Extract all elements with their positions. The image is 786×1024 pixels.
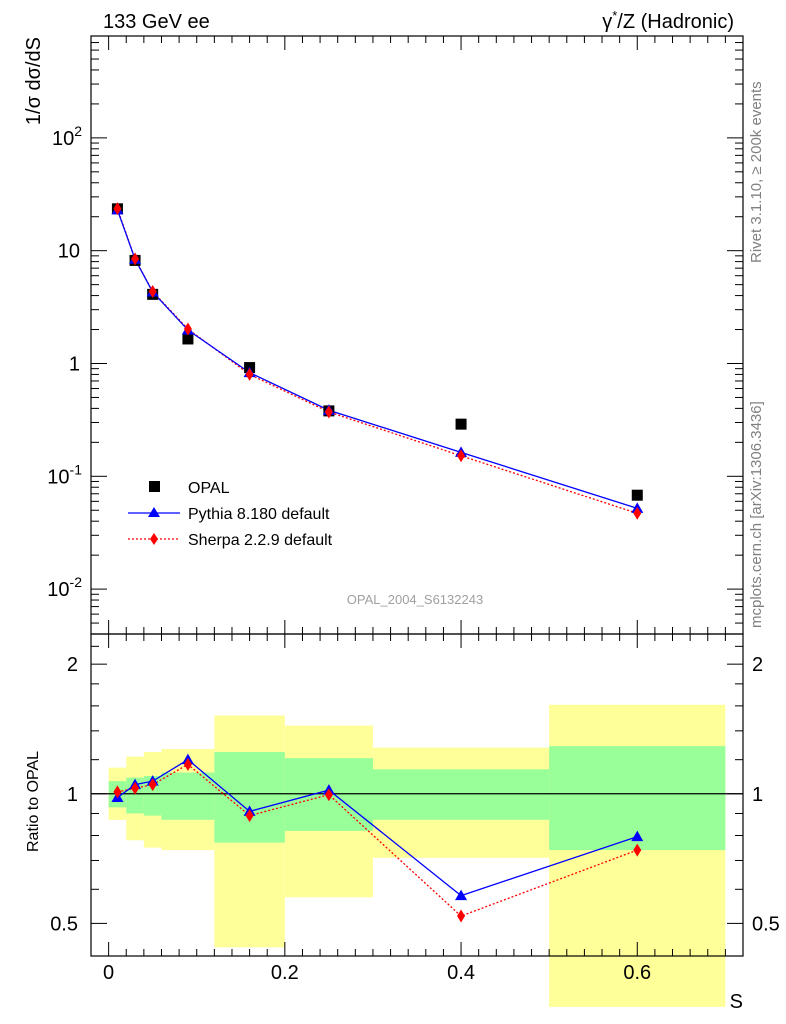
x-tick-label: 0.6 — [623, 962, 651, 984]
sherpa-point — [183, 322, 192, 336]
process-rest: /Z (Hadronic) — [617, 11, 734, 33]
ratio-pythia-point — [455, 889, 468, 901]
sherpa-line — [116, 208, 638, 514]
xlabel: S — [730, 991, 743, 1013]
sherpa-point — [245, 367, 254, 381]
ratio-frame — [90, 633, 744, 957]
y-tick-label-exponent: -1 — [70, 461, 83, 477]
legend: OPAL Pythia 8.180 default Sherpa 2.2.9 d… — [128, 480, 333, 549]
x-tick-label: 0 — [103, 962, 114, 984]
y-tick-label-exponent: 2 — [74, 123, 82, 139]
y-tick-label-base: 10 — [47, 466, 69, 488]
opal-point — [182, 333, 194, 345]
y-tick-label-base: 10 — [52, 128, 74, 150]
ratio-y-tick-label-right: 2 — [752, 654, 763, 676]
ratio-sherpa-point — [148, 778, 157, 792]
band-inner-2 — [143, 775, 162, 816]
legend-label-pythia: Pythia 8.180 default — [188, 506, 330, 523]
y-tick-label-base: 10 — [47, 579, 69, 601]
ratio-y-tick-label-left: 0.5 — [50, 913, 78, 935]
side-text-upper: Rivet 3.1.10, ≥ 200k events — [748, 81, 765, 263]
ratio-y-tick-label-right: 0.5 — [752, 913, 780, 935]
ratio-sherpa-point — [457, 909, 466, 923]
legend-label-opal: OPAL — [188, 480, 230, 497]
pythia-line — [116, 209, 638, 509]
ratio-y-tick-label-left: 2 — [67, 654, 78, 676]
energy-label: 133 GeV ee — [103, 11, 210, 33]
legend-marker-opal — [149, 481, 160, 492]
opal-point — [455, 418, 467, 430]
legend-marker-pythia — [148, 507, 160, 517]
side-text-lower: mcplots.cern.ch [arXiv:1306.3436] — [748, 401, 765, 628]
x-tick-label: 0.2 — [271, 962, 299, 984]
x-tick-label: 0.4 — [447, 962, 475, 984]
process-gamma: γ — [602, 11, 612, 33]
process-star: * — [612, 8, 617, 23]
sherpa-point — [457, 449, 466, 463]
ratio-sherpa-point — [183, 757, 192, 771]
y-tick-label-exponent: -2 — [70, 574, 83, 590]
y-tick-label: 10 — [58, 241, 80, 263]
opal-point — [631, 489, 643, 501]
watermark: OPAL_2004_S6132243 — [347, 592, 483, 607]
sherpa-point — [113, 202, 122, 216]
ratio-sherpa-point — [324, 788, 333, 802]
ratio-y-tick-label-right: 1 — [752, 784, 763, 806]
y-tick-label: 1 — [69, 353, 80, 375]
ratio-sherpa-point — [633, 843, 642, 857]
band-inner-3 — [161, 772, 215, 820]
sherpa-point — [324, 405, 333, 419]
legend-marker-sherpa — [150, 533, 158, 545]
ratio-pythia-point — [631, 830, 644, 842]
sherpa-point — [148, 284, 157, 298]
ratio-sherpa-point — [113, 785, 122, 799]
band-inner-4 — [214, 752, 285, 843]
main-ylabel: 1/σ dσ/dS — [23, 37, 45, 125]
legend-label-sherpa: Sherpa 2.2.9 default — [188, 532, 333, 549]
ratio-ylabel: Ratio to OPAL — [25, 751, 42, 852]
band-inner-6 — [372, 769, 550, 820]
y-tick-label: 102 — [52, 123, 82, 150]
ratio-sherpa-point — [131, 781, 140, 795]
y-tick-label: 10-2 — [47, 574, 82, 601]
ratio-y-tick-label-left: 1 — [67, 784, 78, 806]
sherpa-point — [633, 506, 642, 520]
ratio-sherpa-point — [245, 809, 254, 823]
process-label: γ*/Z (Hadronic) — [602, 8, 734, 33]
sherpa-point — [131, 252, 140, 266]
y-tick-label: 10-1 — [47, 461, 82, 488]
